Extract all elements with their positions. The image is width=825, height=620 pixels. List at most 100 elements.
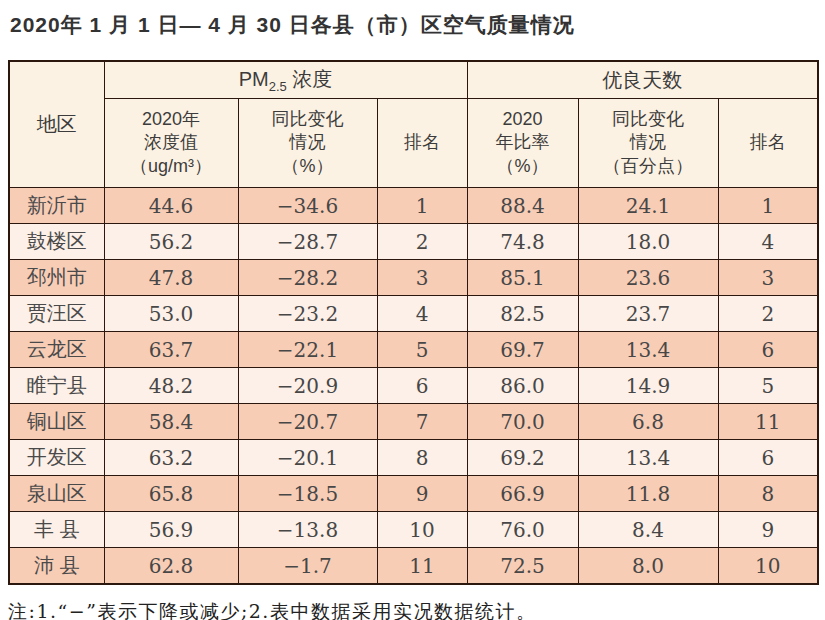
value-cell: 56.2 [104,224,238,260]
page-title: 2020年 1 月 1 日— 4 月 30 日各县（市）区空气质量情况 [0,0,825,39]
value-cell: 9 [718,512,818,548]
value-cell: 6.8 [578,404,718,440]
value-cell: 13.4 [578,332,718,368]
region-cell: 睢宁县 [9,368,104,404]
value-cell: 44.6 [104,188,238,224]
value-cell: 63.2 [104,440,238,476]
table-row: 邳州市47.8−28.2385.123.63 [9,260,818,296]
value-cell: 2 [718,296,818,332]
region-cell: 鼓楼区 [9,224,104,260]
value-cell: −23.2 [238,296,377,332]
days-ratio-column-header: 2020 年比率 （%） [467,99,578,188]
value-cell: 6 [718,332,818,368]
value-cell: 9 [377,476,467,512]
region-cell: 泉山区 [9,476,104,512]
value-cell: 56.9 [104,512,238,548]
value-cell: 8 [377,440,467,476]
value-cell: 3 [718,260,818,296]
value-cell: −28.7 [238,224,377,260]
value-cell: −18.5 [238,476,377,512]
table-row: 睢宁县48.2−20.9686.014.95 [9,368,818,404]
value-cell: 62.8 [104,548,238,585]
table-row: 新沂市44.6−34.6188.424.11 [9,188,818,224]
pm25-label-prefix: PM [239,68,269,90]
header-group-row: 地区 PM2.5 浓度 优良天数 [9,61,818,99]
value-cell: 2 [377,224,467,260]
value-cell: 47.8 [104,260,238,296]
value-cell: 4 [377,296,467,332]
good-days-group-header: 优良天数 [467,61,818,99]
value-cell: 11 [377,548,467,585]
value-cell: 8.0 [578,548,718,585]
pm25-group-header: PM2.5 浓度 [104,61,467,99]
pm-rank-column-header: 排名 [377,99,467,188]
value-cell: 24.1 [578,188,718,224]
value-cell: 11.8 [578,476,718,512]
value-cell: 23.7 [578,296,718,332]
region-cell: 铜山区 [9,404,104,440]
days-rank-column-header: 排名 [718,99,818,188]
value-cell: 69.7 [467,332,578,368]
value-cell: 10 [377,512,467,548]
region-cell: 贾汪区 [9,296,104,332]
value-cell: 6 [718,440,818,476]
value-cell: 14.9 [578,368,718,404]
table-row: 泉山区65.8−18.5966.911.88 [9,476,818,512]
pm25-label-suffix: 浓度 [287,68,333,90]
value-cell: 82.5 [467,296,578,332]
value-cell: 18.0 [578,224,718,260]
value-cell: −20.9 [238,368,377,404]
value-cell: 65.8 [104,476,238,512]
value-cell: 8 [718,476,818,512]
table-row: 开发区63.2−20.1869.213.46 [9,440,818,476]
value-cell: 58.4 [104,404,238,440]
air-quality-table: 地区 PM2.5 浓度 优良天数 2020年 浓度值 （ug/m³） 同比变化 … [8,60,819,585]
value-cell: 23.6 [578,260,718,296]
value-cell: 69.2 [467,440,578,476]
value-cell: 8.4 [578,512,718,548]
value-cell: 13.4 [578,440,718,476]
table-row: 鼓楼区56.2−28.7274.818.04 [9,224,818,260]
value-cell: −34.6 [238,188,377,224]
pm25-subscript: 2.5 [269,79,287,94]
value-cell: 6 [377,368,467,404]
value-cell: 53.0 [104,296,238,332]
value-cell: 76.0 [467,512,578,548]
value-cell: 5 [377,332,467,368]
value-cell: −1.7 [238,548,377,585]
table-row: 云龙区63.7−22.1569.713.46 [9,332,818,368]
value-cell: 72.5 [467,548,578,585]
value-cell: 66.9 [467,476,578,512]
table-body: 新沂市44.6−34.6188.424.11鼓楼区56.2−28.7274.81… [9,188,818,585]
value-cell: −22.1 [238,332,377,368]
table-row: 贾汪区53.0−23.2482.523.72 [9,296,818,332]
value-cell: −20.1 [238,440,377,476]
table-row: 丰 县56.9−13.81076.08.49 [9,512,818,548]
value-cell: 1 [718,188,818,224]
value-cell: 88.4 [467,188,578,224]
value-cell: 10 [718,548,818,585]
value-cell: 4 [718,224,818,260]
table-header: 地区 PM2.5 浓度 优良天数 2020年 浓度值 （ug/m³） 同比变化 … [9,61,818,188]
value-cell: 1 [377,188,467,224]
header-sub-row: 2020年 浓度值 （ug/m³） 同比变化 情况 （%） 排名 2020 年比… [9,99,818,188]
table-row: 铜山区58.4−20.7770.06.811 [9,404,818,440]
value-cell: −20.7 [238,404,377,440]
region-cell: 开发区 [9,440,104,476]
region-cell: 新沂市 [9,188,104,224]
value-cell: 74.8 [467,224,578,260]
value-cell: 5 [718,368,818,404]
value-cell: 70.0 [467,404,578,440]
table-row: 沛 县62.8−1.71172.58.010 [9,548,818,585]
value-cell: −28.2 [238,260,377,296]
footnote: 注:1.“−”表示下降或减少;2.表中数据采用实况数据统计。 [8,599,825,620]
value-cell: 7 [377,404,467,440]
pm-change-column-header: 同比变化 情况 （%） [238,99,377,188]
region-column-header: 地区 [9,61,104,188]
value-cell: 63.7 [104,332,238,368]
region-cell: 邳州市 [9,260,104,296]
value-cell: 3 [377,260,467,296]
region-cell: 丰 县 [9,512,104,548]
value-cell: 48.2 [104,368,238,404]
value-cell: 85.1 [467,260,578,296]
